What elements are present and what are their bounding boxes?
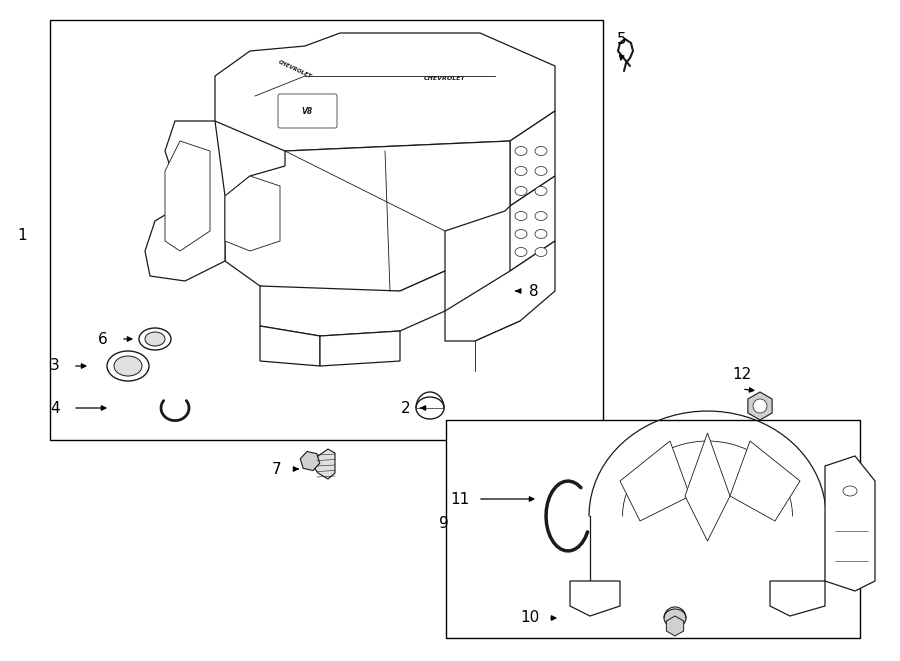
Ellipse shape <box>515 212 527 221</box>
Polygon shape <box>145 121 225 281</box>
Ellipse shape <box>535 167 547 176</box>
Polygon shape <box>730 441 800 521</box>
Polygon shape <box>260 326 320 366</box>
Polygon shape <box>510 176 555 271</box>
Ellipse shape <box>535 247 547 256</box>
Ellipse shape <box>535 229 547 239</box>
Ellipse shape <box>515 247 527 256</box>
FancyBboxPatch shape <box>278 94 337 128</box>
Text: 8: 8 <box>529 284 539 299</box>
Polygon shape <box>445 241 555 341</box>
Ellipse shape <box>515 167 527 176</box>
Circle shape <box>753 399 767 413</box>
Bar <box>446 420 860 638</box>
Ellipse shape <box>416 397 444 419</box>
Ellipse shape <box>107 351 149 381</box>
Polygon shape <box>770 581 825 616</box>
Polygon shape <box>225 141 510 296</box>
Ellipse shape <box>535 212 547 221</box>
Text: 1: 1 <box>17 227 27 243</box>
Polygon shape <box>260 271 445 336</box>
Text: 9: 9 <box>439 516 449 531</box>
Ellipse shape <box>515 147 527 155</box>
Ellipse shape <box>139 328 171 350</box>
Ellipse shape <box>114 356 142 376</box>
Text: CHEVROLET: CHEVROLET <box>424 77 466 81</box>
Text: 10: 10 <box>520 611 540 625</box>
Text: 6: 6 <box>98 332 108 346</box>
Ellipse shape <box>535 186 547 196</box>
Text: 11: 11 <box>450 492 470 506</box>
Ellipse shape <box>515 186 527 196</box>
Ellipse shape <box>535 147 547 155</box>
Ellipse shape <box>664 609 686 627</box>
Polygon shape <box>620 441 690 521</box>
Polygon shape <box>165 141 210 251</box>
Polygon shape <box>215 33 555 151</box>
Polygon shape <box>225 176 280 251</box>
Ellipse shape <box>843 486 857 496</box>
Polygon shape <box>825 456 875 591</box>
Text: 3: 3 <box>50 358 60 373</box>
Text: 7: 7 <box>272 461 282 477</box>
Polygon shape <box>320 331 400 366</box>
Text: V8: V8 <box>302 106 312 116</box>
Ellipse shape <box>515 229 527 239</box>
Text: CHEVROLET: CHEVROLET <box>277 59 312 79</box>
Polygon shape <box>510 111 555 206</box>
Bar <box>50 20 603 440</box>
Polygon shape <box>685 433 730 541</box>
Polygon shape <box>315 449 335 479</box>
Polygon shape <box>570 581 620 616</box>
Text: 2: 2 <box>401 401 410 416</box>
Text: 4: 4 <box>50 401 59 416</box>
Ellipse shape <box>145 332 165 346</box>
Text: 5: 5 <box>617 32 626 46</box>
Text: 12: 12 <box>733 366 751 381</box>
